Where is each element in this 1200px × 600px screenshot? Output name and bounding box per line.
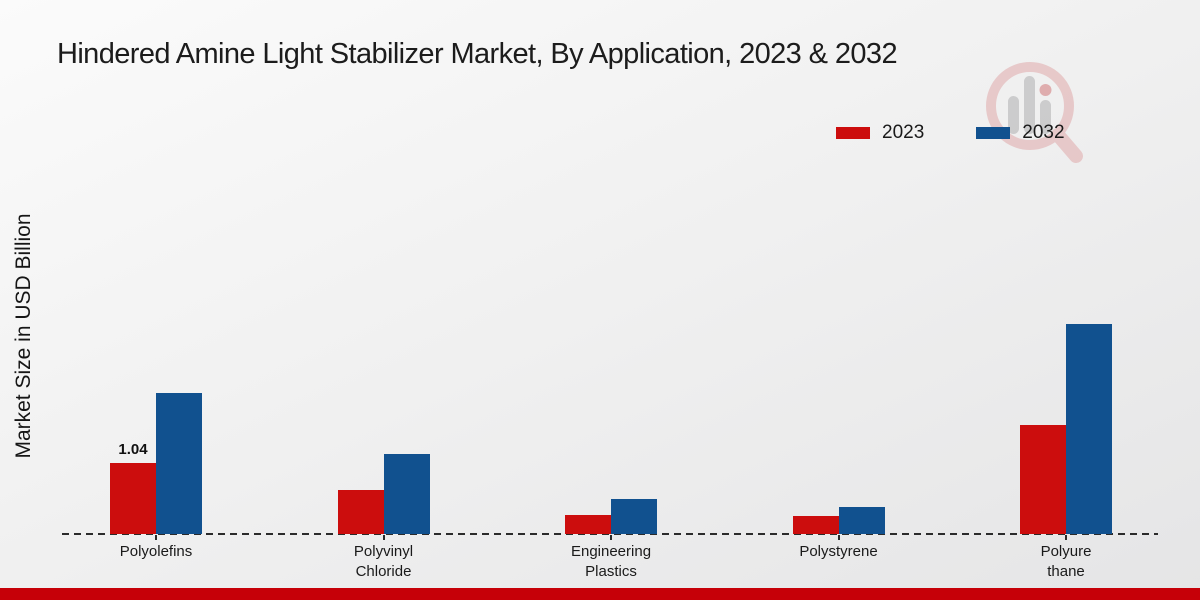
bar-2032-polystyrene <box>838 507 885 534</box>
bar-2023-engineering-plastics <box>565 515 611 534</box>
legend-item-2032: 2032 <box>976 122 1065 144</box>
chart-title: Hindered Amine Light Stabilizer Market, … <box>57 38 898 70</box>
legend-swatch-2023 <box>836 127 870 139</box>
legend-item-2023: 2023 <box>836 122 924 144</box>
x-axis-baseline <box>62 533 1158 535</box>
magnifier-chart-logo-watermark <box>986 62 1083 163</box>
x-axis-tick-engineering-plastics <box>610 535 612 540</box>
bar-2032-polyurethane <box>1066 324 1112 534</box>
x-axis-tick-polyvinyl-chloride <box>382 535 385 540</box>
legend-swatch-2032 <box>976 127 1011 139</box>
category-label-polyvinyl-chloride: Polyvinyl Chloride <box>353 543 414 580</box>
category-label-engineering-plastics: Engineering Plastics <box>570 543 652 580</box>
bar-2023-polyolefins <box>110 463 156 534</box>
bar-2023-polyurethane <box>1020 425 1066 534</box>
x-axis-tick-polyurethane <box>1065 535 1067 540</box>
category-label-polyurethane: Polyure thane <box>1040 543 1092 580</box>
bar-2023-polystyrene <box>792 516 839 534</box>
bar-value-label: 1.04 <box>118 441 148 458</box>
x-axis-tick-polyolefins <box>155 535 157 540</box>
bar-2023-polyvinyl-chloride <box>337 490 384 534</box>
x-axis-tick-polystyrene <box>837 535 840 540</box>
bar-2032-polyolefins <box>156 393 202 534</box>
footer-accent-bar <box>0 588 1200 600</box>
legend: 2023 2032 <box>836 122 1065 144</box>
legend-label-2032: 2032 <box>1022 122 1065 143</box>
bar-2032-engineering-plastics <box>611 499 657 534</box>
category-label-polystyrene: Polystyrene <box>799 543 878 560</box>
bar-2032-polyvinyl-chloride <box>383 454 430 534</box>
category-label-polyolefins: Polyolefins <box>119 543 193 560</box>
legend-label-2023: 2023 <box>882 122 925 143</box>
